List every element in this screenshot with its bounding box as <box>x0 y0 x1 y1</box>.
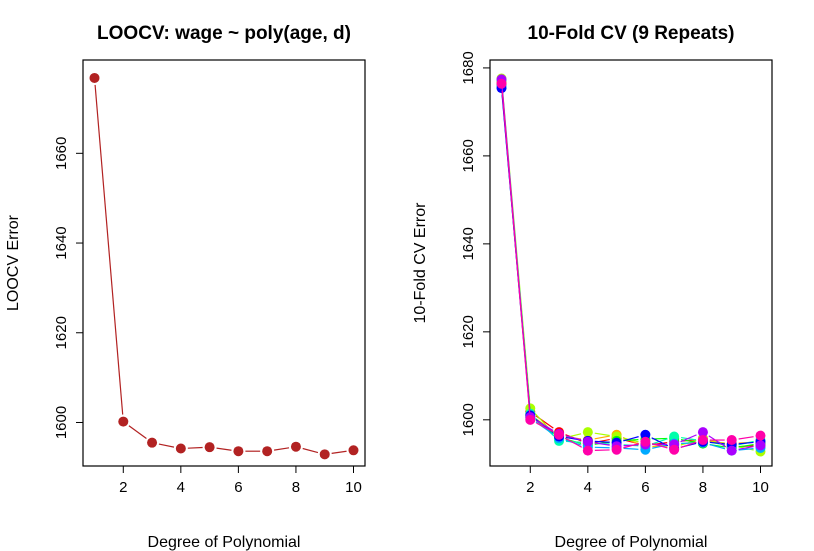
series-line-segment <box>709 443 726 450</box>
y-tick-label: 1660 <box>53 137 70 170</box>
series-line-segment <box>652 444 668 449</box>
data-point <box>726 445 737 456</box>
data-point <box>496 78 507 89</box>
x-tick-label: 8 <box>292 479 300 496</box>
series-line-segment <box>187 446 203 449</box>
data-point <box>233 446 244 457</box>
data-point <box>640 429 651 440</box>
data-point <box>611 444 622 455</box>
x-tick-label: 8 <box>699 479 707 496</box>
y-tick-label: 1680 <box>460 51 477 84</box>
y-tick-label: 1620 <box>460 315 477 348</box>
series-line-segment <box>623 447 639 450</box>
series-line-segment <box>565 435 582 441</box>
data-point <box>554 429 565 440</box>
y-tick-label: 1640 <box>460 227 477 260</box>
y-tick-label: 1660 <box>460 139 477 172</box>
series-line-segment <box>594 432 610 437</box>
y-tick-label: 1620 <box>53 316 70 349</box>
series-3 <box>496 73 766 457</box>
y-axis-label: 10-Fold CV Error <box>412 202 429 324</box>
series-line-segment <box>709 441 725 445</box>
x-tick-label: 2 <box>119 479 127 496</box>
x-tick-label: 10 <box>752 479 769 496</box>
data-point <box>348 445 359 456</box>
series-line-segment <box>94 84 124 415</box>
y-axis-label: LOOCV Error <box>5 214 22 311</box>
plot-frame <box>82 59 366 467</box>
series-1 <box>496 78 766 453</box>
chart-title: 10-Fold CV (9 Repeats) <box>528 23 735 44</box>
data-point <box>204 442 215 453</box>
series-line-segment <box>216 447 232 451</box>
y-tick-label: 1600 <box>460 403 477 436</box>
x-tick-label: 4 <box>584 479 592 496</box>
panel-2: 10-Fold CV (9 Repeats) Degree of Polynomi… <box>412 23 773 551</box>
data-point <box>669 431 680 442</box>
series-6 <box>496 81 766 456</box>
series-line-segment <box>594 435 610 440</box>
series-7 <box>496 83 766 454</box>
series-9 <box>496 78 766 456</box>
data-point <box>755 440 766 451</box>
series-8 <box>496 74 766 456</box>
series-2 <box>496 76 766 453</box>
data-point <box>118 416 129 427</box>
series-line-segment <box>594 440 610 443</box>
data-point <box>697 435 708 446</box>
series-line-segment <box>623 443 639 449</box>
data-point <box>755 430 766 441</box>
series-line-segment <box>623 436 639 442</box>
y-tick-label: 1600 <box>53 406 70 439</box>
series-line-segment <box>536 422 554 433</box>
chart-title: LOOCV: wage ~ poly(age, d) <box>97 23 351 44</box>
series-4 <box>496 79 766 453</box>
x-tick-label: 10 <box>345 479 362 496</box>
x-tick-label: 4 <box>177 479 185 496</box>
data-point <box>582 427 593 438</box>
series-1 <box>89 72 359 460</box>
series-line-segment <box>536 420 554 431</box>
data-point <box>582 445 593 456</box>
data-point <box>640 436 651 447</box>
series-line-segment <box>128 425 147 440</box>
x-axis-label: Degree of Polynomial <box>148 534 301 551</box>
data-point <box>669 444 680 455</box>
series-line-segment <box>680 434 697 443</box>
x-tick-label: 2 <box>526 479 534 496</box>
data-point <box>697 427 708 438</box>
data-point <box>89 72 100 83</box>
data-point <box>525 414 536 425</box>
data-point <box>147 437 158 448</box>
x-axis-label: Degree of Polynomial <box>555 534 708 551</box>
series-line-segment <box>331 450 347 454</box>
data-point <box>582 436 593 447</box>
series-line-segment <box>564 437 582 448</box>
y-tick-label: 1640 <box>53 226 70 259</box>
x-tick-label: 6 <box>234 479 242 496</box>
series-line-segment <box>708 435 727 448</box>
series-line-segment <box>273 447 290 451</box>
panel-1: LOOCV: wage ~ poly(age, d) Degree of Poly… <box>5 23 366 551</box>
data-point <box>290 441 301 452</box>
data-point <box>726 435 737 446</box>
series-line-segment <box>158 443 175 448</box>
series-line-segment <box>651 443 668 449</box>
data-point <box>319 449 330 460</box>
series-line-segment <box>738 444 754 448</box>
series-line-segment <box>680 441 697 449</box>
series-line-segment <box>501 90 531 413</box>
series-5 <box>496 75 766 452</box>
series-line-segment <box>738 436 754 440</box>
series-line-segment <box>738 445 754 450</box>
series-line-segment <box>594 442 610 446</box>
series-line-segment <box>738 441 754 445</box>
data-point <box>262 446 273 457</box>
series-line-segment <box>302 447 319 454</box>
x-tick-label: 6 <box>641 479 649 496</box>
series-line-segment <box>738 448 754 451</box>
data-point <box>175 443 186 454</box>
